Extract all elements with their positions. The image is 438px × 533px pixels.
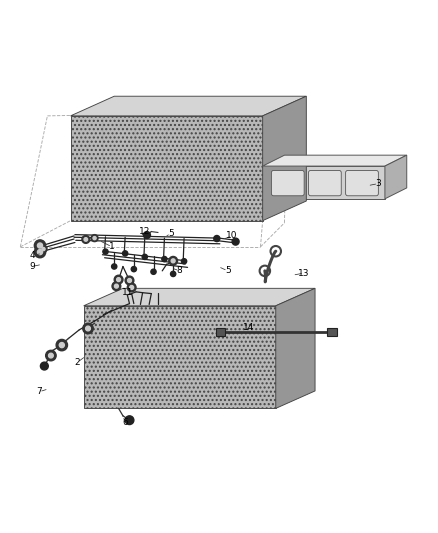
Circle shape [40, 246, 47, 253]
Text: 5: 5 [168, 229, 174, 238]
Circle shape [131, 266, 137, 272]
Text: 10: 10 [226, 231, 238, 240]
Circle shape [37, 249, 42, 255]
Circle shape [142, 254, 148, 260]
Circle shape [34, 246, 46, 258]
Polygon shape [71, 116, 263, 221]
Polygon shape [84, 306, 276, 408]
Circle shape [169, 256, 177, 265]
Circle shape [114, 284, 118, 288]
Circle shape [42, 247, 45, 251]
Circle shape [181, 259, 187, 264]
Circle shape [117, 278, 120, 281]
Circle shape [171, 259, 175, 263]
Polygon shape [385, 155, 407, 199]
Circle shape [84, 238, 88, 241]
Text: 7: 7 [36, 387, 42, 397]
Circle shape [214, 236, 220, 241]
Circle shape [127, 279, 131, 282]
Circle shape [125, 276, 134, 285]
Circle shape [162, 256, 167, 262]
Circle shape [91, 235, 98, 241]
Circle shape [83, 323, 93, 334]
Circle shape [34, 240, 46, 251]
Circle shape [59, 343, 64, 348]
Circle shape [86, 326, 90, 331]
Polygon shape [71, 96, 306, 116]
Text: 3: 3 [375, 179, 381, 188]
Circle shape [144, 231, 150, 239]
Circle shape [49, 353, 53, 358]
Polygon shape [84, 288, 315, 306]
Circle shape [170, 271, 176, 277]
Circle shape [103, 249, 108, 254]
Circle shape [37, 243, 42, 248]
Text: 1: 1 [109, 243, 115, 252]
Polygon shape [263, 96, 306, 221]
Polygon shape [263, 155, 407, 166]
Circle shape [56, 340, 67, 351]
Text: 11: 11 [122, 288, 133, 297]
Circle shape [125, 416, 134, 425]
Circle shape [93, 237, 96, 240]
Text: 4: 4 [29, 251, 35, 260]
Text: 14: 14 [243, 323, 254, 332]
FancyBboxPatch shape [327, 328, 337, 336]
Polygon shape [263, 166, 385, 199]
Circle shape [112, 264, 117, 269]
Polygon shape [276, 288, 315, 408]
Circle shape [114, 275, 123, 284]
FancyBboxPatch shape [346, 171, 378, 196]
Circle shape [123, 251, 128, 256]
Text: 9: 9 [29, 262, 35, 271]
Circle shape [127, 283, 136, 292]
FancyBboxPatch shape [216, 328, 225, 336]
FancyBboxPatch shape [308, 171, 341, 196]
Text: 5: 5 [225, 266, 231, 276]
Circle shape [112, 282, 121, 290]
Text: 12: 12 [139, 227, 151, 236]
Text: 8: 8 [177, 266, 183, 276]
Text: 2: 2 [74, 358, 80, 367]
Text: 13: 13 [298, 269, 310, 278]
Circle shape [40, 362, 48, 370]
Circle shape [151, 269, 156, 274]
Circle shape [82, 236, 90, 244]
FancyBboxPatch shape [272, 171, 304, 196]
Circle shape [232, 238, 239, 245]
Circle shape [130, 286, 134, 289]
Circle shape [46, 350, 56, 361]
Text: 6: 6 [122, 418, 128, 427]
